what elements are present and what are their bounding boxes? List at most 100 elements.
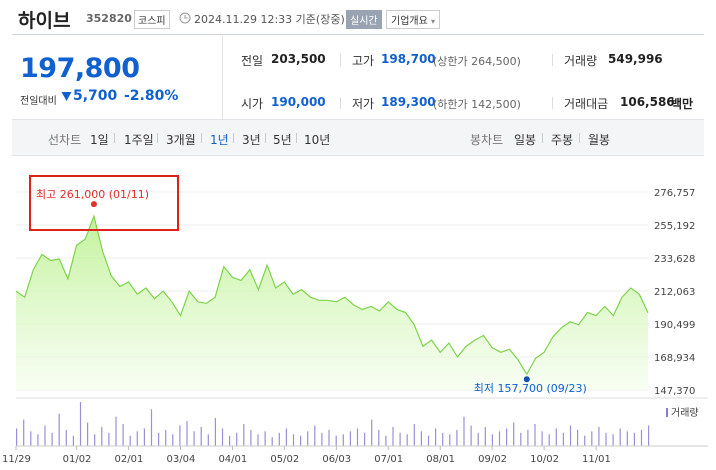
volume-bar (612, 434, 614, 446)
period-10y-tab[interactable]: 10년 (304, 133, 331, 147)
x-tick-label: 08/01 (426, 454, 455, 465)
amount-value: 106,586 (620, 95, 675, 109)
volume-bar (633, 432, 635, 446)
price-chart: 276,757 255,192 233,628 212,063 190,499 168,9… (2, 175, 708, 465)
volume-bar (413, 424, 415, 446)
clock-icon (179, 12, 191, 24)
x-tick-label: 01/02 (63, 454, 92, 465)
divider (157, 133, 158, 143)
volume-bar (619, 428, 621, 446)
amount-label: 거래대금 (564, 97, 609, 111)
summary-panel (12, 34, 704, 120)
market-tag: 코스피 (134, 10, 170, 29)
price-panel (12, 34, 223, 120)
volume-bar (292, 434, 295, 446)
x-tick-label: 10/02 (530, 454, 559, 465)
volume-bar (420, 431, 422, 446)
volume-bar (65, 429, 67, 446)
volume-bar (470, 425, 472, 446)
period-3m-tab[interactable]: 3개월 (166, 133, 196, 147)
high-annotation: 최고 261,000 (01/11) (36, 188, 149, 201)
price-line (15, 214, 649, 376)
x-tick-label: 07/01 (374, 454, 403, 465)
volume-bar (484, 426, 486, 446)
volume-bar (534, 424, 536, 446)
amount-unit: 백만 (671, 97, 694, 111)
divider (552, 54, 553, 66)
period-1w-tab[interactable]: 1주일 (124, 133, 154, 147)
candle-weekly-tab[interactable]: 주봉 (551, 133, 574, 147)
x-tick-label: 11/01 (582, 454, 611, 465)
volume-bar (165, 429, 167, 446)
line-chart-label: 선차트 (48, 133, 82, 147)
volume-bar (51, 432, 53, 446)
y-tick-label: 212,063 (654, 287, 695, 298)
volume-bar (640, 429, 643, 446)
volume-bar (648, 425, 650, 446)
volume-bar (335, 435, 337, 446)
volume-bar (179, 425, 181, 446)
low-annotation: 최저 157,700 (09/23) (474, 382, 587, 395)
volume-bar (435, 428, 437, 446)
x-tick-label: 04/01 (218, 454, 247, 465)
volume-bar (591, 431, 593, 446)
volume-bar (264, 431, 266, 446)
volume-bar (364, 432, 366, 446)
y-tick-label: 233,628 (654, 254, 695, 265)
volume-bar (605, 432, 607, 446)
stock-code: 352820 (86, 12, 132, 25)
volume-bar (626, 431, 628, 446)
volume-bar (321, 432, 323, 446)
company-info-dropdown[interactable]: 기업개요 ▾ (386, 10, 441, 29)
volume-bar (506, 428, 508, 446)
change-percent: -2.80% (124, 88, 179, 104)
volume-bar (44, 425, 46, 446)
prev-close-value: 203,500 (271, 52, 326, 66)
high-point-marker (90, 201, 97, 208)
volume-bar (58, 413, 60, 446)
volume-bar (555, 428, 557, 446)
y-tick-label: 168,934 (654, 353, 695, 364)
volume-bar (285, 428, 287, 446)
current-price: 197,800 (20, 53, 140, 84)
volume-bar (186, 421, 188, 446)
change-label: 전일대비 (20, 96, 57, 107)
volume-bar (491, 434, 493, 446)
volume-bar (342, 434, 344, 446)
volume-bar (577, 429, 579, 446)
low-label: 저가 (352, 97, 375, 111)
volume-bar (328, 429, 330, 446)
volume-bar (527, 429, 529, 446)
volume-bar (449, 434, 451, 446)
volume-bar (200, 426, 202, 446)
volume-bar (221, 428, 224, 446)
volume-bar (513, 422, 515, 446)
y-tick-label: 255,192 (654, 221, 695, 232)
lower-limit: (하한가 142,500) (433, 98, 521, 111)
realtime-button[interactable]: 실시간 (346, 10, 382, 29)
volume-bar (87, 422, 89, 446)
period-1y-tab[interactable]: 1년 (210, 133, 229, 147)
volume-bar (392, 426, 394, 446)
high-value: 198,700 (381, 52, 436, 66)
open-value: 190,000 (271, 95, 326, 109)
period-3y-tab[interactable]: 3년 (242, 133, 261, 147)
divider (114, 133, 115, 143)
quote-datetime: 2024.11.29 12:33 기준(장중) (194, 13, 345, 26)
volume-value: 549,996 (608, 52, 663, 66)
volume-bar (456, 429, 458, 446)
volume-bar (406, 434, 408, 446)
volume-bar (307, 431, 309, 446)
candle-monthly-tab[interactable]: 월봉 (588, 133, 611, 147)
volume-bar (136, 431, 138, 446)
period-1d-tab[interactable]: 1일 (90, 133, 109, 147)
period-5y-tab[interactable]: 5년 (273, 133, 292, 147)
candle-daily-tab[interactable]: 일봉 (514, 133, 537, 147)
y-tick-label: 276,757 (654, 188, 695, 199)
change-value: 5,700 (73, 88, 118, 104)
volume-bar (101, 426, 103, 446)
volume-bar (584, 435, 586, 446)
volume-bar (214, 418, 216, 446)
volume-bar (271, 437, 273, 446)
volume-bar (442, 432, 444, 446)
